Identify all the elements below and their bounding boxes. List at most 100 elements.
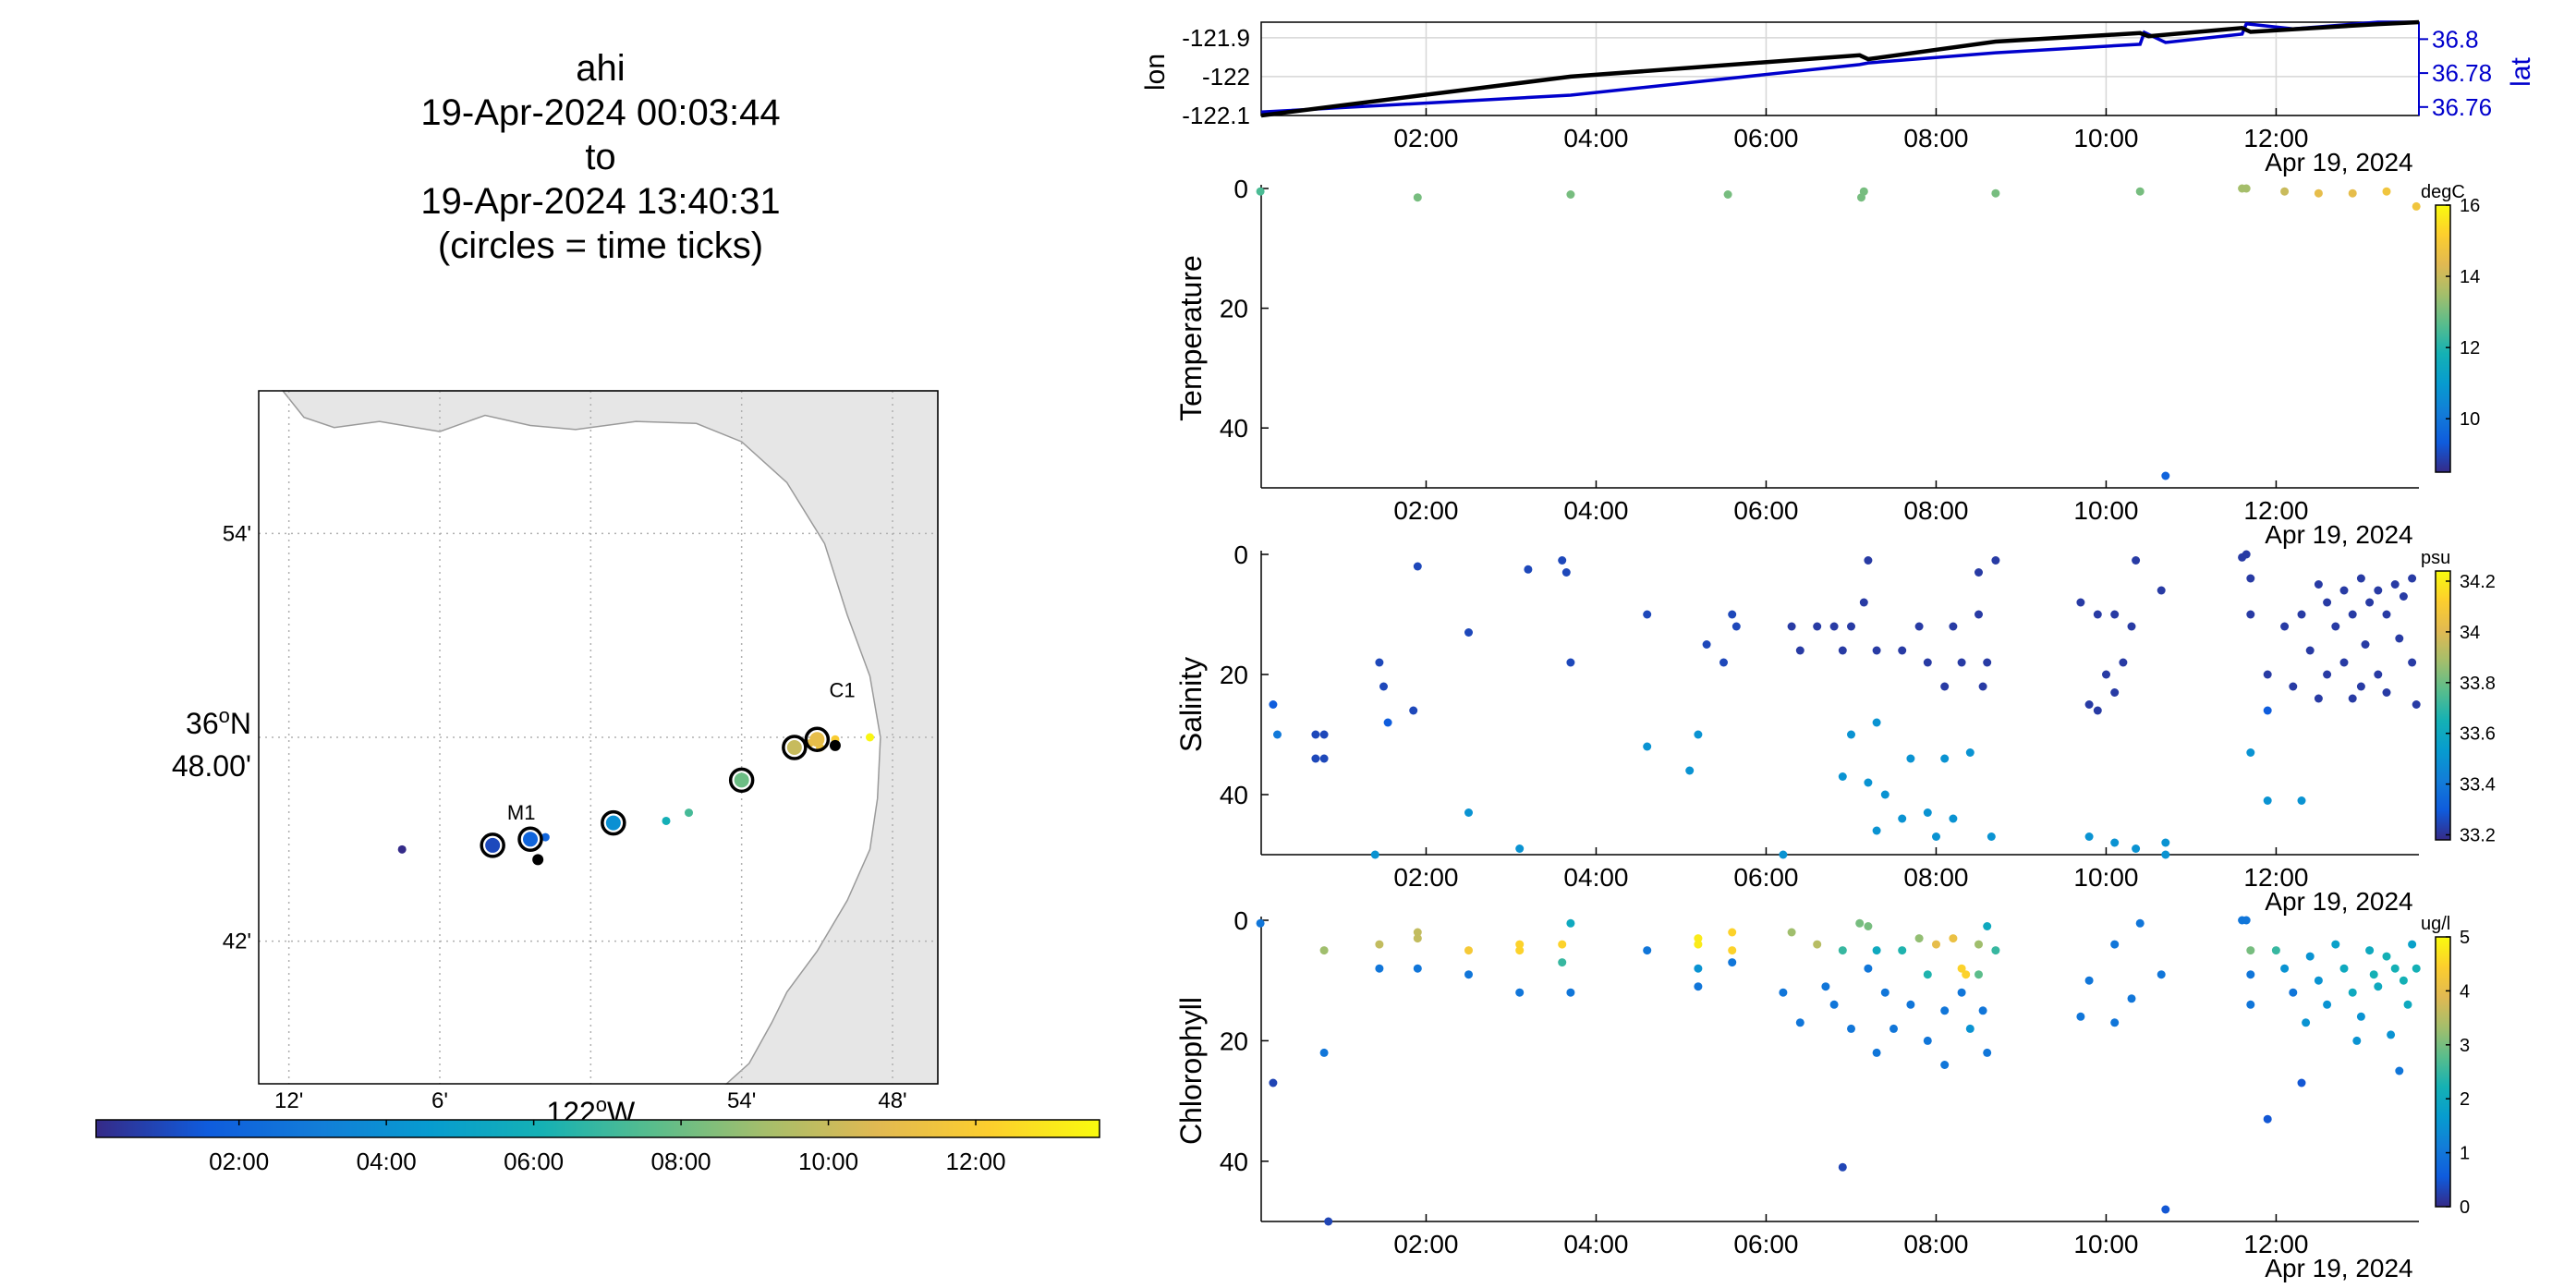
chlorophyll-data-point: [2356, 1012, 2365, 1021]
temperature-data-point: [2314, 188, 2323, 198]
salinity-panel: 0 20 40 Salinity 02:00 04:00 06:00 08:00 10:00 12…: [1174, 541, 2496, 916]
x-tick-label: 10:00: [2073, 1230, 2138, 1258]
salinity-data-point: [1319, 730, 1329, 739]
chlorophyll-data-point: [1413, 934, 1422, 943]
salinity-data-point: [1409, 706, 1418, 715]
map-colorbar-tick-label: 04:00: [357, 1148, 417, 1175]
chlorophyll-data-point: [1319, 1048, 1329, 1057]
map-y-tick-label: 42': [223, 930, 251, 954]
chlorophyll-colorbar-tick-label: 3: [2460, 1036, 2470, 1056]
temperature-data-point: [1413, 193, 1422, 202]
chlorophyll-data-point: [2246, 970, 2255, 979]
chlorophyll-data-point: [1324, 1217, 1333, 1226]
salinity-data-point: [1702, 640, 1711, 649]
title-line-4: 19-Apr-2024 13:40:31: [420, 181, 781, 222]
map-track-point: [866, 733, 874, 742]
chlorophyll-data-point: [1914, 934, 1924, 943]
salinity-data-point: [2331, 622, 2340, 631]
chlorophyll-data-point: [1880, 988, 1889, 997]
x-tick-label: 08:00: [1903, 124, 1968, 152]
chlorophyll-data-point: [2365, 946, 2375, 955]
chlorophyll-data-point: [1983, 922, 1992, 930]
chlorophyll-data-point: [1375, 964, 1384, 973]
map-track-point: [662, 816, 671, 825]
salinity-data-point: [1269, 700, 1278, 709]
map-x-tick-label: 6': [431, 1088, 448, 1113]
salinity-data-point: [2314, 580, 2323, 589]
chlorophyll-data-point: [2110, 940, 2120, 949]
salinity-data-point: [1383, 718, 1392, 727]
chlorophyll-data-point: [1558, 940, 1567, 949]
chlorophyll-y-label: Chlorophyll: [1174, 997, 1208, 1145]
map-time-tick-fill: [485, 837, 501, 853]
x-tick-label: 10:00: [2073, 863, 2138, 892]
salinity-data-point: [1524, 565, 1533, 574]
temperature-data-point: [2348, 188, 2357, 198]
chlorophyll-data-point: [2246, 946, 2255, 955]
map-colorbar-tick-label: 12:00: [946, 1148, 1006, 1175]
chlorophyll-data-point: [2127, 994, 2136, 1003]
chlorophyll-data-point: [1464, 946, 1473, 955]
salinity-data-point: [1978, 682, 1987, 691]
temperature-colorbar-tick-label: 12: [2460, 338, 2480, 358]
temperature-data-point: [2161, 471, 2170, 480]
salinity-colorbar-tick-label: 33.2: [2460, 826, 2496, 846]
chlorophyll-data-point: [2289, 988, 2298, 997]
title-line-3: to: [585, 137, 616, 177]
x-date-label: Apr 19, 2024: [2265, 887, 2412, 916]
salinity-data-point: [2408, 574, 2417, 583]
chlorophyll-data-point: [1256, 918, 1265, 928]
map-time-tick-fill: [734, 772, 749, 788]
salinity-data-point: [1898, 646, 1907, 655]
salinity-data-point: [1464, 628, 1473, 637]
x-tick-label: 10:00: [2073, 496, 2138, 525]
salinity-data-point: [1864, 778, 1873, 787]
x-tick-label: 02:00: [1393, 1230, 1458, 1258]
temperature-data-point: [2135, 187, 2145, 196]
salinity-data-point: [2093, 706, 2102, 715]
map-colorbar-tick-label: 06:00: [504, 1148, 564, 1175]
chlorophyll-data-point: [1855, 918, 1865, 928]
chlorophyll-colorbar-tick-label: 4: [2460, 981, 2470, 1002]
salinity-data-point: [1991, 556, 2000, 565]
salinity-data-point: [2289, 682, 2298, 691]
coastline-land: [281, 390, 939, 1085]
chlorophyll-data-point: [1821, 982, 1830, 991]
salinity-data-point: [1728, 610, 1737, 619]
lat-series-line: [1260, 20, 2419, 115]
salinity-data-point: [2132, 556, 2141, 565]
salinity-data-point: [1923, 658, 1932, 667]
temperature-colorbar-tick-label: 14: [2460, 267, 2480, 287]
x-tick-label: 04:00: [1563, 124, 1628, 152]
x-date-label: Apr 19, 2024: [2265, 520, 2412, 549]
chlorophyll-plot-area: [1261, 917, 2424, 1221]
y-tick-label: 20: [1220, 661, 1248, 689]
x-tick-label: 04:00: [1563, 1230, 1628, 1258]
chlorophyll-data-point: [1413, 964, 1422, 973]
chlorophyll-data-point: [1643, 946, 1652, 955]
chlorophyll-data-point: [1940, 1006, 1950, 1015]
salinity-data-point: [2390, 580, 2400, 589]
map-time-tick-fill: [809, 732, 825, 747]
salinity-data-point: [1987, 832, 1996, 841]
y-tick-label: 0: [1233, 175, 1248, 203]
x-tick-label: 12:00: [2243, 496, 2308, 525]
chlorophyll-data-point: [2399, 976, 2408, 985]
salinity-data-point: [1975, 610, 1983, 619]
salinity-data-point: [1566, 658, 1575, 667]
temperature-data-point: [2242, 184, 2251, 193]
chlorophyll-data-point: [1978, 1006, 1987, 1015]
x-tick-label: 12:00: [2243, 124, 2308, 152]
salinity-data-point: [2102, 670, 2110, 679]
chlorophyll-data-point: [1965, 1024, 1975, 1033]
map-time-tick-circle: [728, 767, 755, 794]
salinity-data-point: [2238, 553, 2247, 562]
chlorophyll-data-point: [2331, 940, 2340, 949]
chlorophyll-data-point: [2390, 964, 2400, 973]
chlorophyll-data-point: [2395, 1066, 2404, 1075]
x-tick-label: 02:00: [1393, 863, 1458, 892]
salinity-data-point: [1864, 556, 1873, 565]
chlorophyll-data-point: [1906, 1000, 1915, 1009]
chlorophyll-data-point: [1515, 940, 1525, 949]
map-time-tick-fill: [605, 815, 621, 831]
